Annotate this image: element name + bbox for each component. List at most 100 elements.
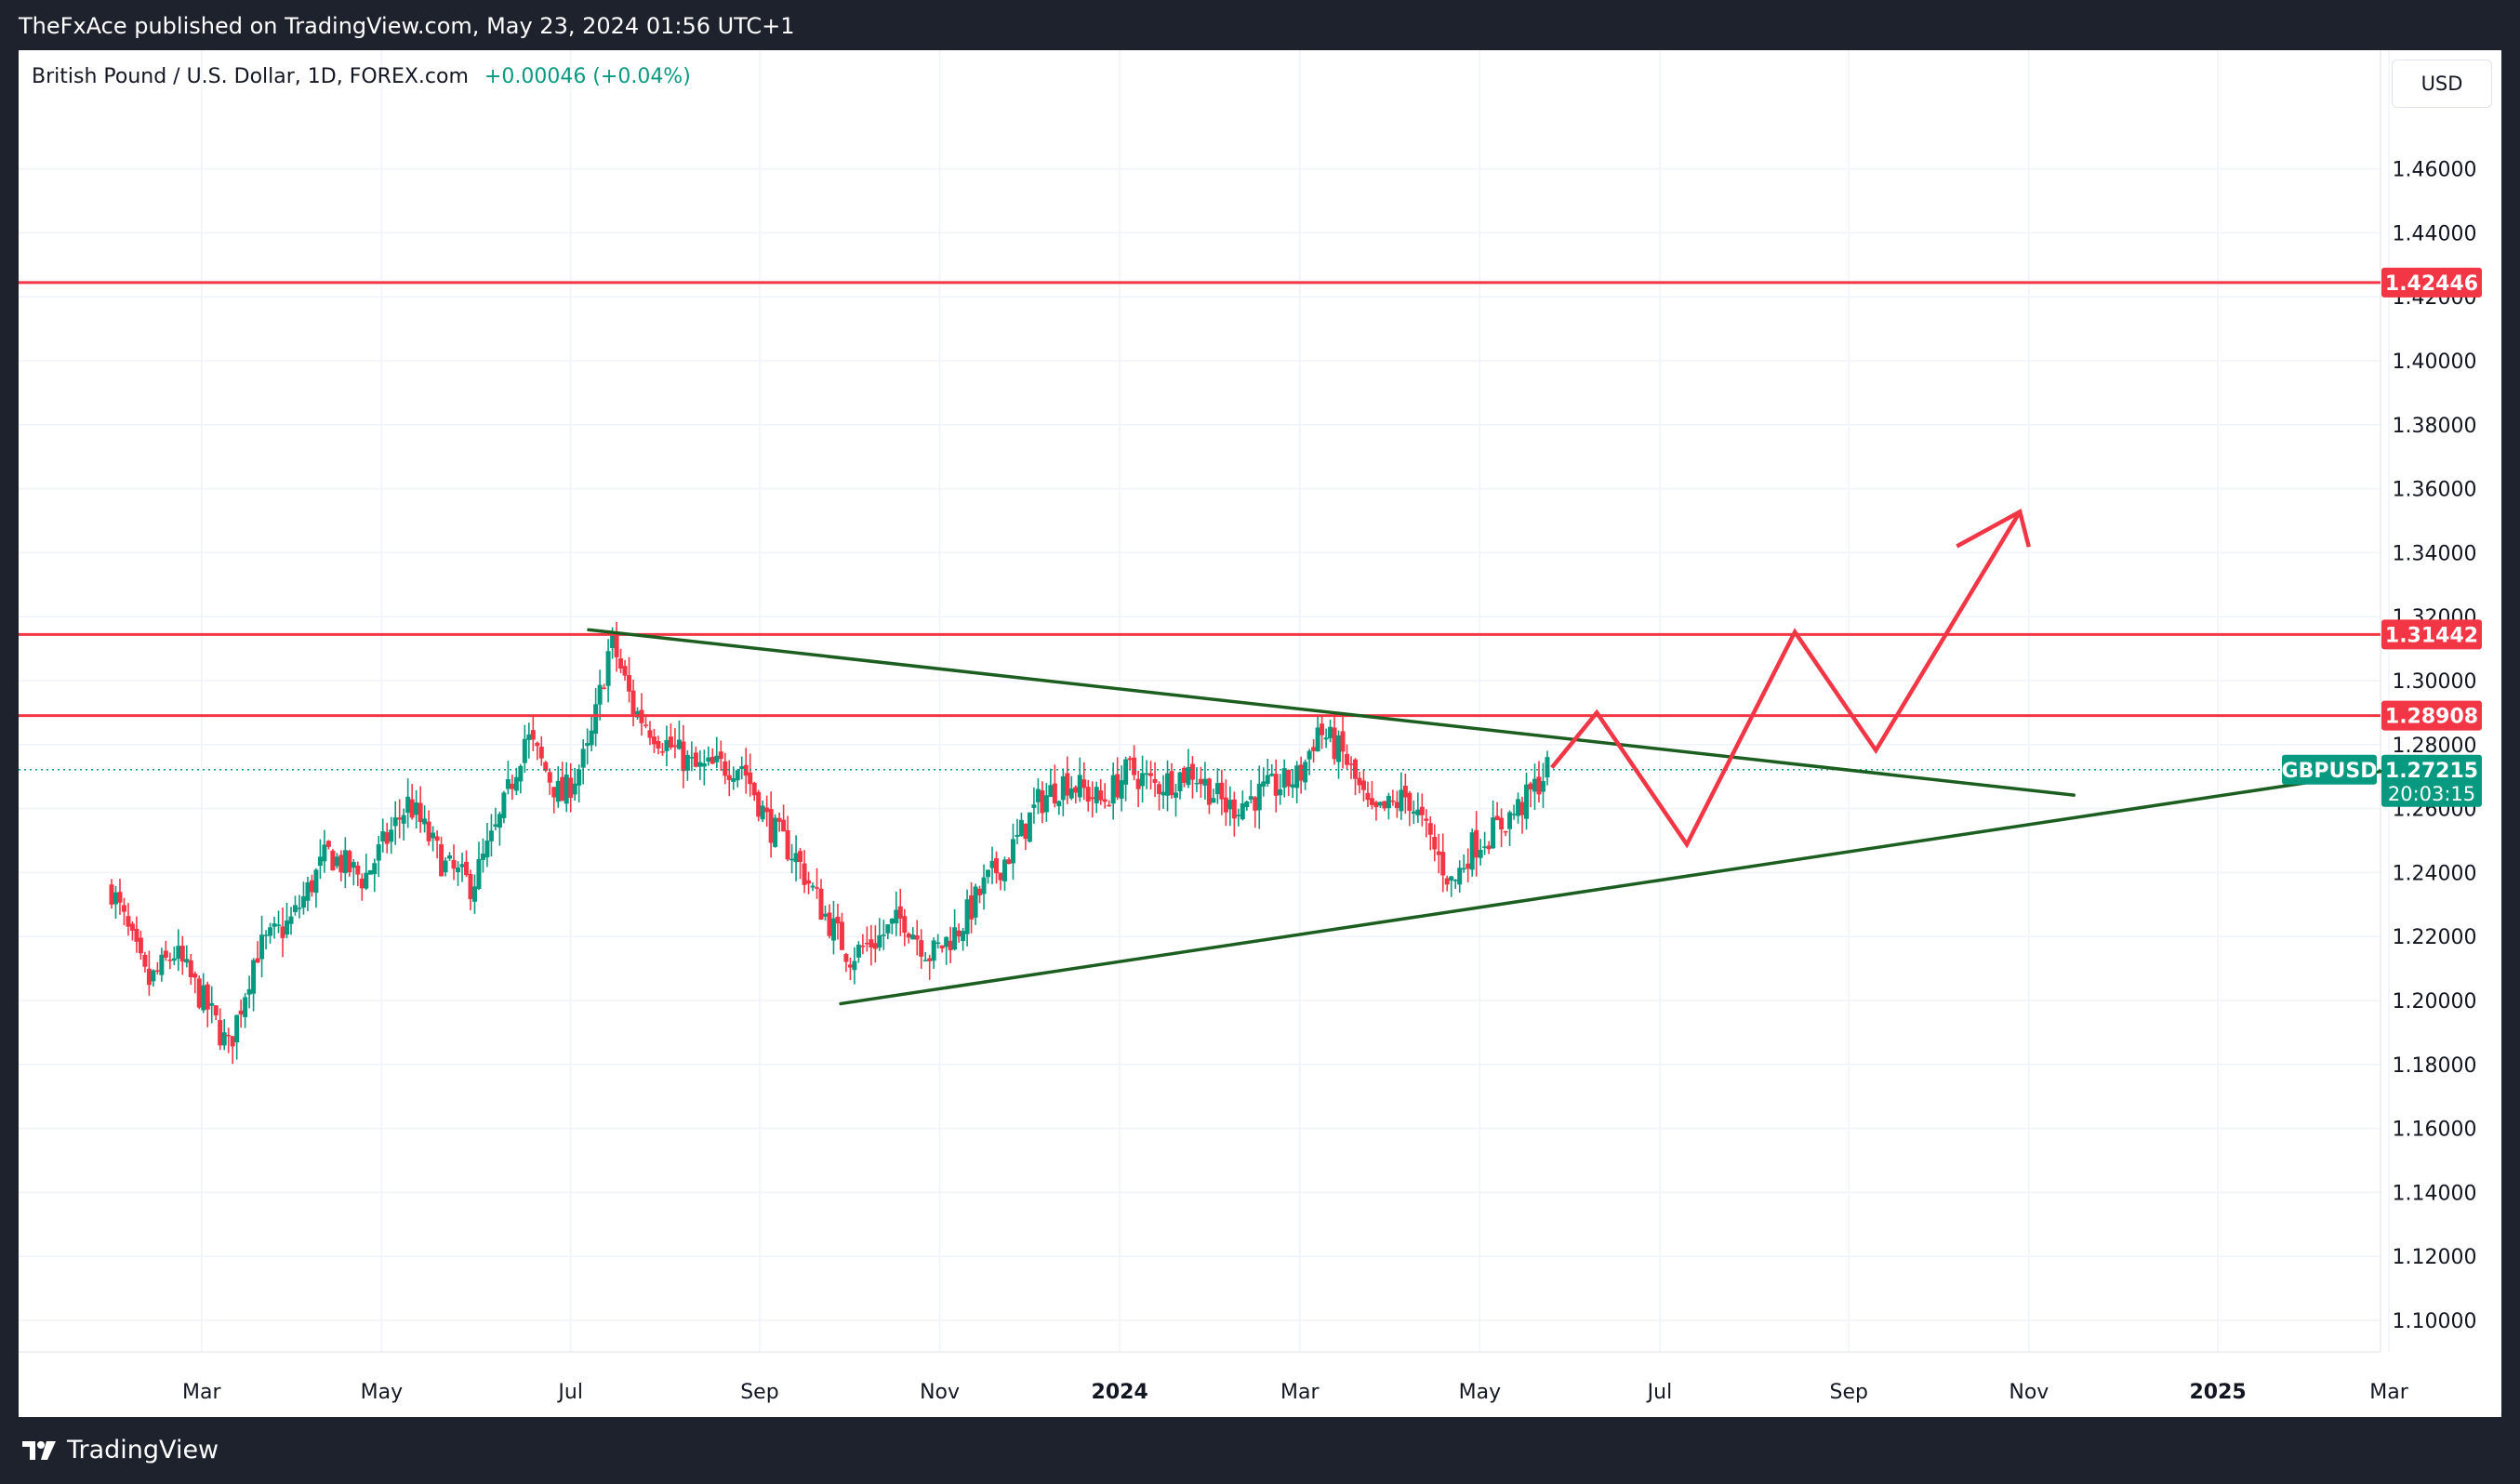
price-tick-label: 1.14000 (2393, 1182, 2477, 1205)
candle-body (535, 742, 540, 747)
candle-body (422, 818, 428, 825)
candle-body (285, 920, 290, 935)
tradingview-brand[interactable]: TradingView (20, 1436, 219, 1464)
candle-body (1052, 783, 1057, 804)
candle-body (1010, 839, 1015, 864)
candle-body (1273, 774, 1279, 796)
trendlines[interactable] (587, 628, 2400, 1006)
candle-body (1507, 812, 1513, 829)
candle-body (602, 687, 607, 689)
chart-area[interactable]: 1.10000 1.12000 1.14000 1.16000 1.18000 1.200… (19, 50, 2501, 1417)
candle-body (1469, 832, 1475, 870)
candle-body (847, 964, 853, 968)
candle-body (597, 684, 603, 705)
symbol-legend[interactable]: British Pound / U.S. Dollar, 1D, FOREX.c… (32, 65, 691, 88)
candle-body (919, 940, 924, 957)
candle-body (1419, 806, 1425, 815)
candle-body (830, 918, 836, 941)
candle-body (969, 894, 975, 920)
candle-body (280, 926, 285, 938)
price-axis[interactable]: 1.10000 1.12000 1.14000 1.16000 1.18000 1.200… (2393, 159, 2477, 1333)
candle-body (347, 851, 352, 873)
candle-body (1444, 878, 1450, 885)
candle-body (1540, 781, 1545, 792)
candle-body (1198, 778, 1203, 785)
candle-body (1085, 787, 1091, 802)
candle-body (939, 945, 945, 948)
lower-trendline[interactable] (839, 767, 2400, 1006)
candle-body (505, 778, 511, 789)
candle-body (176, 946, 181, 960)
currency-button[interactable]: USD (2392, 60, 2492, 108)
candle-body (255, 958, 260, 963)
publish-info: TheFxAce published on TradingView.com, M… (19, 13, 795, 39)
candle-body (672, 745, 678, 748)
candle-body (1140, 773, 1146, 787)
candle-body (1269, 774, 1275, 776)
candle-body (192, 974, 198, 978)
candle-body (564, 775, 569, 804)
candle-body (1499, 817, 1505, 830)
candle-body (1452, 880, 1458, 881)
candle-body (881, 934, 886, 936)
candle-body (355, 865, 361, 875)
candle-body (1332, 727, 1337, 760)
symbol-badge (2282, 754, 2377, 785)
candle-body (952, 927, 958, 950)
candle-body (1516, 799, 1521, 816)
time-tick-label: Mar (182, 1381, 221, 1404)
candle-body (1060, 775, 1066, 801)
candle-body (723, 761, 728, 776)
candle-body (1478, 850, 1483, 858)
candle-body (1449, 876, 1454, 881)
price-tick-label: 1.30000 (2393, 670, 2477, 694)
time-tick-label: Mar (2369, 1381, 2408, 1404)
candle-body (914, 934, 920, 940)
candle-body (1357, 777, 1362, 786)
candle-body (1065, 773, 1070, 796)
chart-svg[interactable]: 1.10000 1.12000 1.14000 1.16000 1.18000 1.200… (19, 50, 2501, 1417)
candle-body (471, 886, 477, 902)
horizontal-levels[interactable] (19, 281, 2381, 771)
candle-body (1206, 778, 1212, 805)
candle-body (322, 844, 327, 862)
candle-body (276, 924, 282, 926)
candle-body (146, 968, 152, 986)
candle-body (869, 939, 874, 948)
candle-body (1407, 792, 1413, 811)
candle-body (1202, 778, 1208, 786)
candle-body (317, 856, 323, 867)
candle-body (1482, 846, 1488, 848)
candle-body (1223, 797, 1228, 813)
candle-body (1328, 726, 1333, 738)
candle-body (810, 885, 816, 888)
candle-body (977, 888, 983, 895)
time-tick-label: Jul (1646, 1381, 1673, 1404)
candle-body (643, 724, 648, 726)
candle-body (931, 940, 936, 961)
candle-body (1432, 837, 1438, 850)
candle-body (405, 796, 411, 814)
candle-body (1348, 763, 1354, 765)
candle-body (397, 817, 403, 820)
upper-trendline[interactable] (587, 628, 2076, 797)
candle-body (806, 880, 812, 884)
candle-body (739, 766, 745, 769)
top-bar: TheFxAce published on TradingView.com, M… (0, 0, 2520, 50)
projection[interactable] (1550, 509, 2031, 849)
candle-body (1110, 775, 1116, 804)
candle-body (468, 873, 473, 899)
candle-body (518, 765, 524, 782)
candle-body (1290, 784, 1295, 788)
candle-body (802, 863, 807, 885)
candle-body (488, 830, 494, 841)
candle-body (627, 675, 632, 692)
time-axis[interactable]: Mar May Jul Sep Nov 2024 Mar May Jul Sep Nov 2025 Ma… (182, 1381, 2409, 1404)
candle-body (961, 931, 966, 941)
candle-body (894, 909, 899, 924)
projection-path[interactable] (1550, 510, 2023, 849)
candle-body (1545, 757, 1550, 778)
candle-body (793, 853, 799, 863)
candle-body (1436, 851, 1441, 855)
candle-body (760, 805, 765, 820)
